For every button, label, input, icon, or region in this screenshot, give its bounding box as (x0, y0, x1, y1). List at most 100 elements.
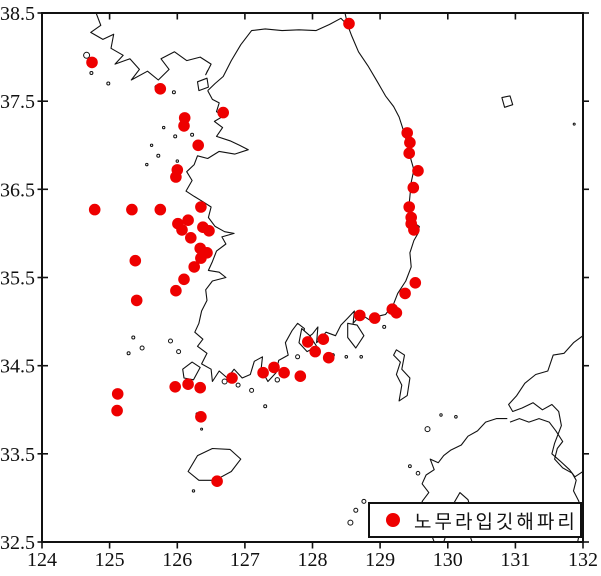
islet (89, 71, 94, 75)
islet (359, 355, 364, 359)
island (501, 95, 514, 108)
islet (190, 132, 195, 137)
islet (83, 51, 91, 59)
data-point (390, 307, 403, 319)
islet (439, 413, 443, 417)
x-tick-label: 128 (298, 549, 328, 571)
data-point (194, 381, 206, 394)
islet (126, 351, 131, 356)
data-point (195, 252, 207, 264)
islet (176, 349, 182, 355)
data-point (203, 225, 215, 237)
data-point (368, 312, 381, 324)
x-tick-label: 126 (162, 549, 192, 571)
islet (353, 507, 359, 513)
islet (139, 345, 145, 351)
islet (263, 404, 268, 409)
islet (168, 338, 173, 344)
data-point (86, 56, 98, 69)
islet (361, 498, 367, 504)
y-tick-label: 33.5 (0, 444, 35, 466)
coastline (207, 17, 349, 91)
island (347, 322, 365, 349)
data-point (409, 277, 422, 289)
x-tick-label: 127 (230, 549, 260, 571)
y-tick-label: 34.5 (0, 356, 35, 378)
legend-marker-dot (386, 513, 400, 527)
islet (200, 427, 204, 431)
data-point (126, 203, 138, 216)
islet (156, 153, 161, 158)
data-point (188, 261, 200, 273)
x-tick-label: 129 (365, 549, 395, 571)
islet (408, 464, 412, 469)
data-point (88, 203, 101, 216)
island (182, 361, 201, 381)
axes: 124 125 126 127 128 129 130 131 132 38.5 37.5 36.5 3… (0, 3, 598, 571)
data-point (111, 388, 124, 400)
islet (274, 377, 280, 383)
data-point (403, 147, 416, 159)
data-point (408, 224, 420, 236)
x-tick-label: 130 (433, 549, 463, 571)
y-tick-label: 32.5 (0, 532, 35, 554)
islet (175, 159, 180, 163)
data-point (403, 201, 416, 213)
x-tick-label: 131 (500, 549, 530, 571)
islet (106, 81, 111, 86)
x-tick-label: 125 (95, 549, 125, 571)
data-point (170, 171, 182, 183)
islet (131, 335, 136, 340)
data-point (195, 201, 207, 213)
data-point (294, 370, 307, 383)
y-tick-label: 38.5 (0, 3, 35, 25)
coastline (508, 335, 583, 478)
data-point (178, 273, 190, 286)
data-points (86, 17, 424, 488)
data-point (154, 203, 167, 216)
data-point (268, 361, 280, 374)
islet (572, 122, 576, 126)
data-point (404, 136, 416, 149)
data-point (178, 120, 190, 132)
islet (295, 354, 301, 360)
data-point (309, 345, 322, 358)
data-point (217, 106, 229, 119)
islet (424, 426, 431, 433)
data-point (129, 254, 142, 267)
data-point (195, 411, 207, 423)
y-tick-label: 37.5 (0, 91, 35, 113)
x-tick-label: 132 (568, 549, 598, 571)
data-point (407, 181, 420, 194)
islet (162, 125, 166, 130)
data-point (302, 336, 314, 348)
data-point (322, 351, 335, 364)
data-point (154, 83, 167, 95)
data-point (412, 165, 424, 177)
islet (221, 378, 228, 385)
data-point (257, 366, 269, 379)
data-point (182, 378, 194, 391)
data-point (226, 372, 238, 384)
islet (382, 324, 387, 329)
islet (454, 415, 458, 419)
islet (344, 355, 349, 359)
y-tick-label: 35.5 (0, 268, 35, 290)
data-point (278, 366, 290, 379)
data-point (399, 287, 411, 300)
islet (249, 387, 255, 393)
islet (235, 382, 241, 388)
islet (145, 162, 149, 167)
y-tick-label: 36.5 (0, 179, 35, 201)
data-point (169, 381, 181, 393)
islet (347, 519, 354, 526)
data-point (354, 309, 366, 322)
data-point (130, 294, 143, 307)
data-point (185, 232, 197, 244)
islet (415, 470, 421, 476)
data-point (182, 214, 194, 226)
islet (173, 134, 178, 139)
islet (149, 143, 154, 148)
